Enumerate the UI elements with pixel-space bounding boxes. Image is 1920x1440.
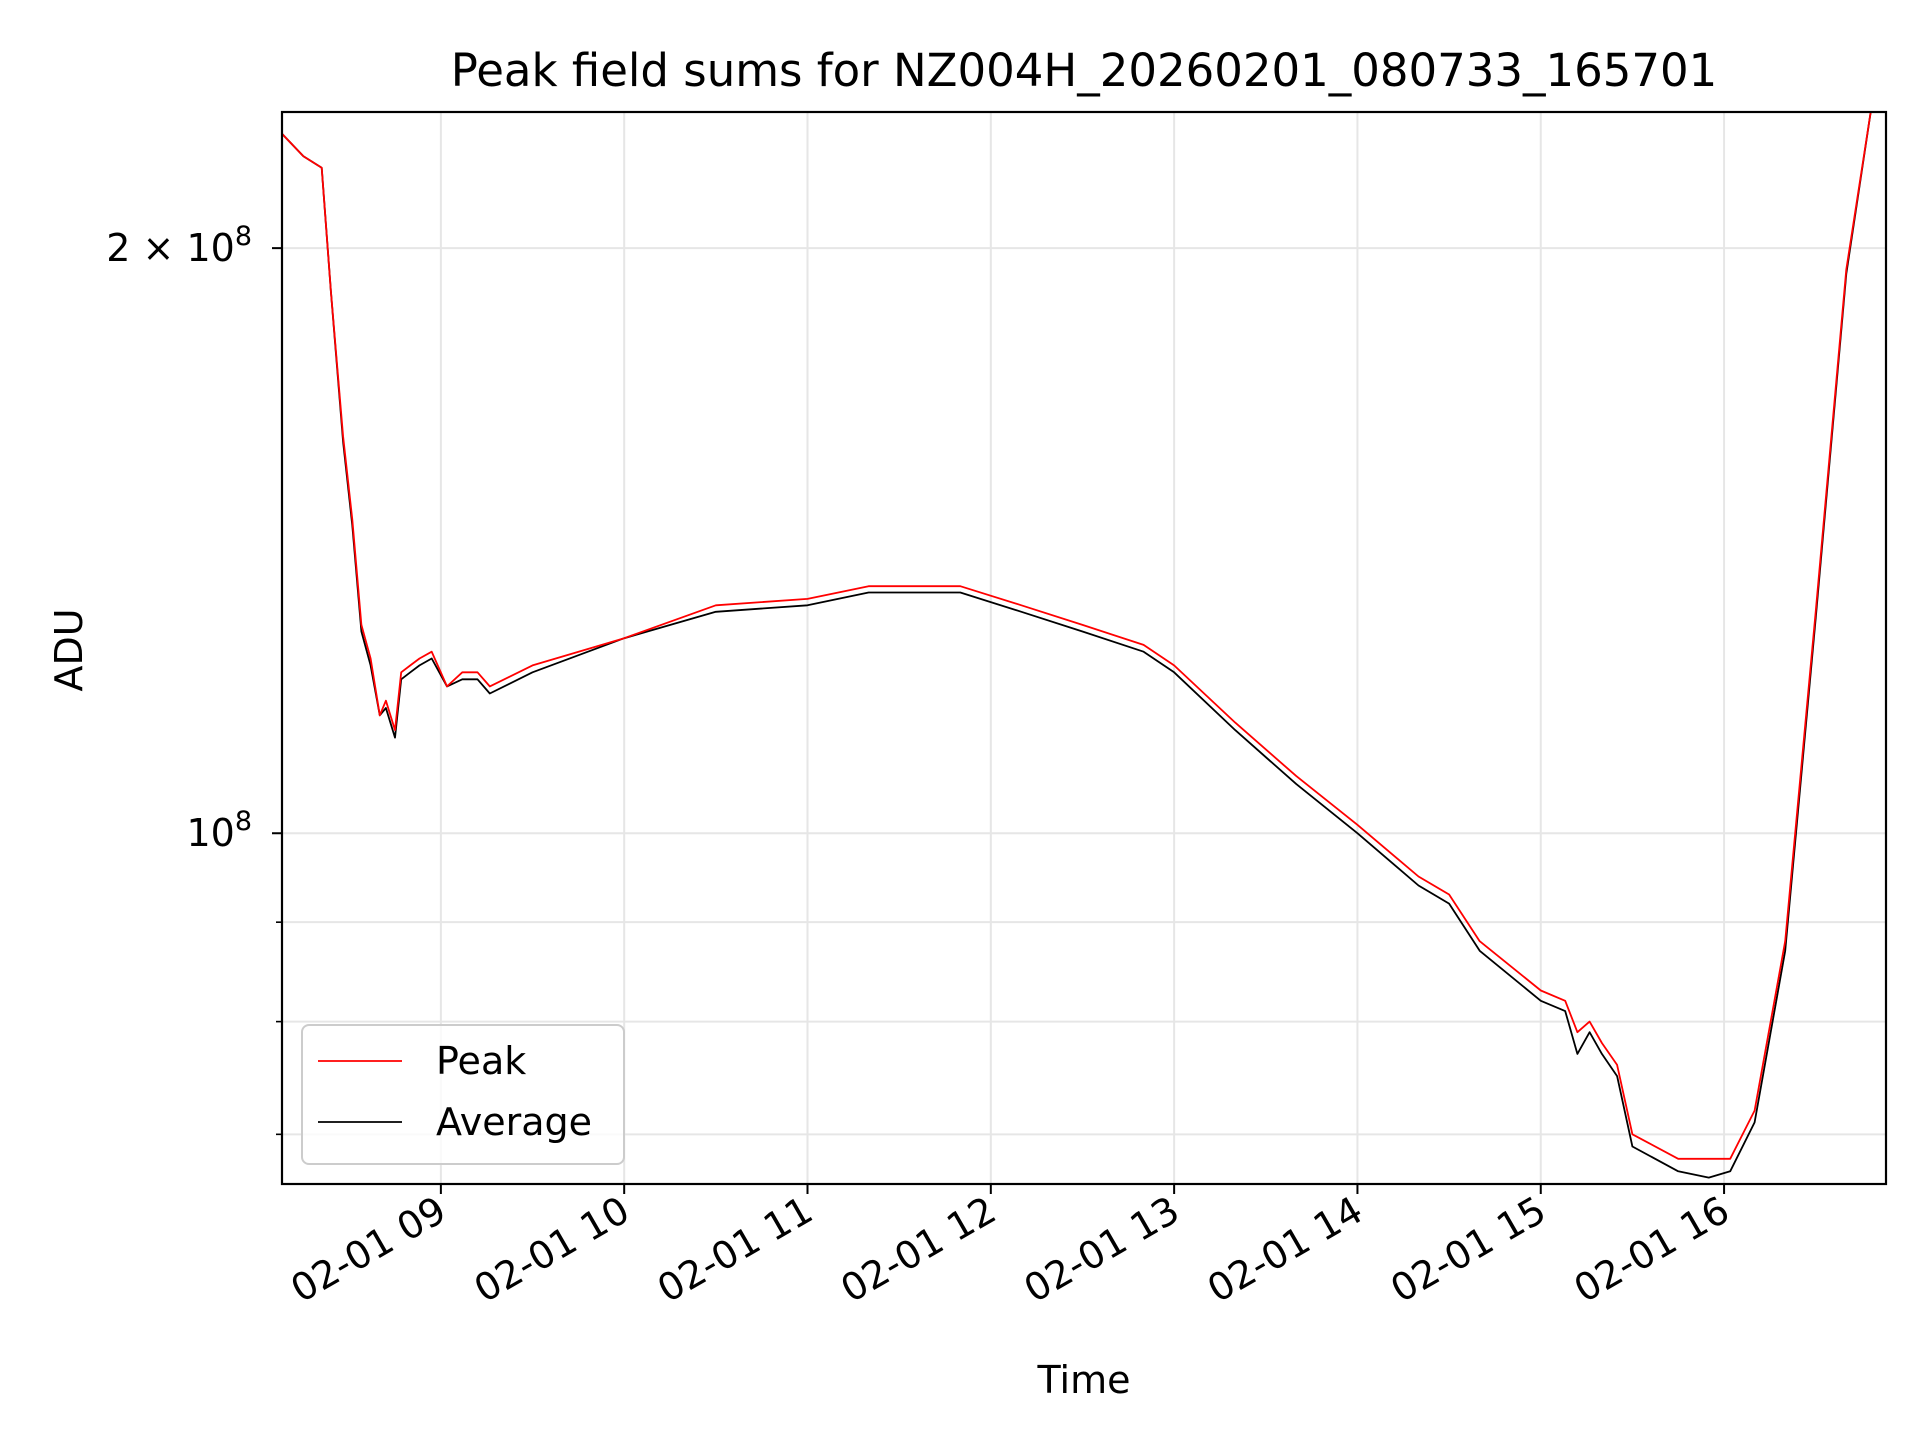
series-line-average bbox=[282, 112, 1872, 1179]
legend-label-peak: Peak bbox=[436, 1039, 526, 1083]
y-axis-ticks: 108 2 × 108 bbox=[106, 221, 282, 1136]
y-tick-label: 108 bbox=[186, 806, 252, 855]
legend: Peak Average bbox=[301, 1024, 625, 1165]
x-tick-label: 02-01 13 bbox=[1017, 1188, 1187, 1312]
x-tick-label: 02-01 15 bbox=[1383, 1188, 1553, 1312]
x-tick-label: 02-01 10 bbox=[467, 1188, 637, 1312]
grid bbox=[282, 112, 1886, 1184]
x-tick-label: 02-01 09 bbox=[283, 1188, 453, 1312]
y-tick-label: 2 × 108 bbox=[106, 221, 252, 270]
x-axis-ticks: 02-01 09 02-01 10 02-01 11 02-01 12 02-01 13… bbox=[283, 1184, 1737, 1312]
legend-label-average: Average bbox=[436, 1100, 592, 1144]
x-tick-label: 02-01 11 bbox=[650, 1188, 820, 1312]
x-tick-label: 02-01 14 bbox=[1200, 1188, 1370, 1312]
x-tick-label: 02-01 16 bbox=[1567, 1188, 1737, 1312]
y-axis-label: ADU bbox=[47, 608, 91, 691]
legend-box bbox=[301, 1024, 625, 1165]
series-line-peak bbox=[282, 112, 1872, 1160]
chart-title: Peak field sums for NZ004H_20260201_0807… bbox=[451, 44, 1718, 97]
x-axis-label: Time bbox=[1037, 1358, 1131, 1402]
x-tick-label: 02-01 12 bbox=[833, 1188, 1003, 1312]
plot-frame bbox=[280, 110, 1888, 1186]
